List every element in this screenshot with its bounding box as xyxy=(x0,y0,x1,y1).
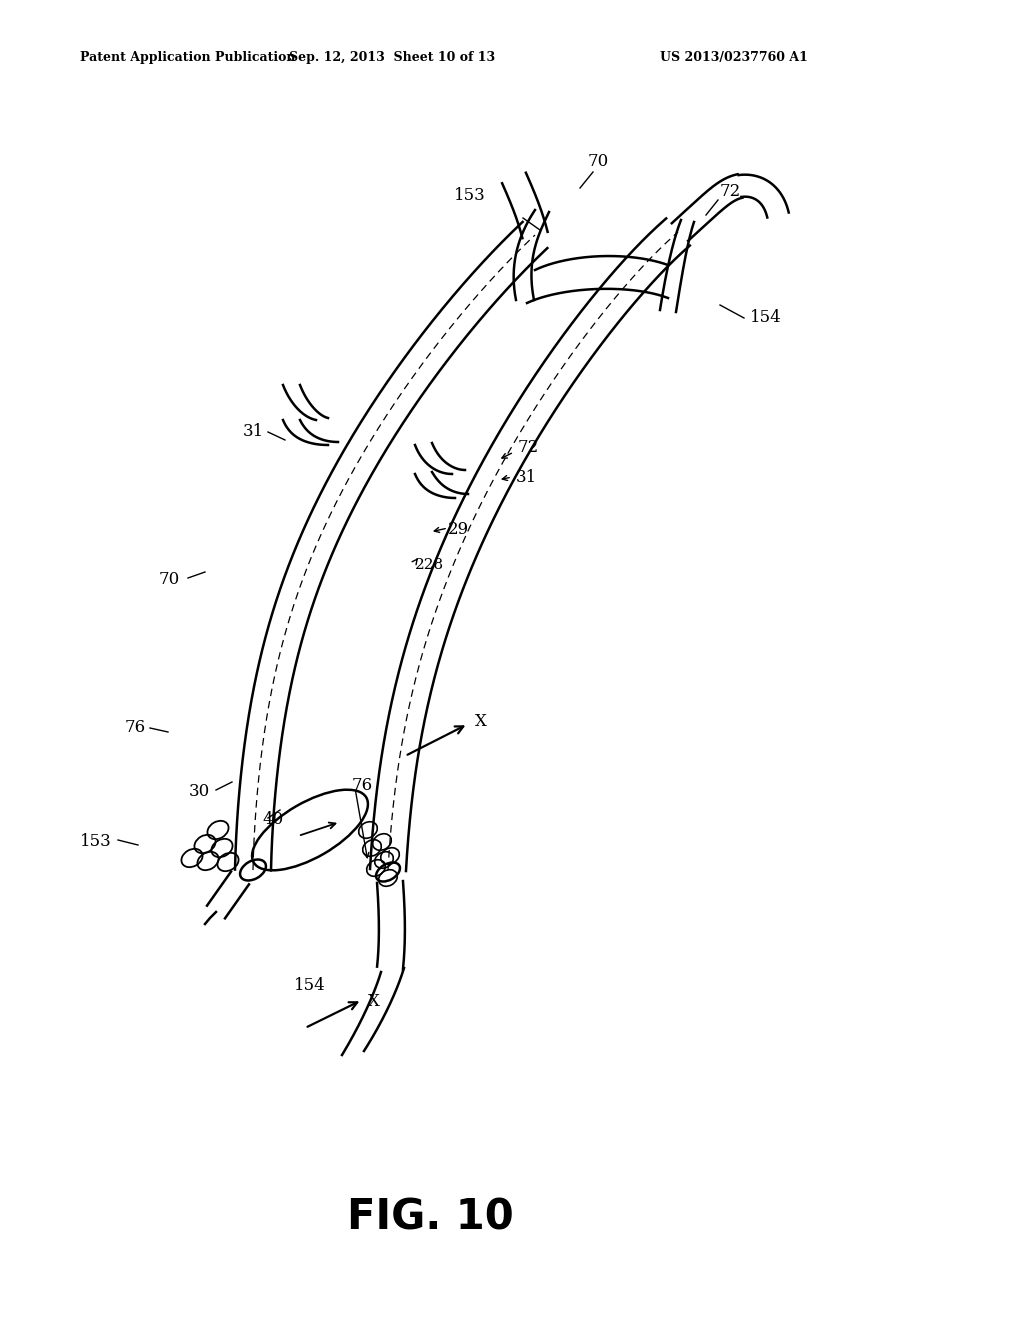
Text: FIG. 10: FIG. 10 xyxy=(347,1197,513,1239)
Text: 72: 72 xyxy=(720,183,740,201)
Text: 30: 30 xyxy=(188,784,210,800)
Text: 228: 228 xyxy=(415,558,444,572)
Text: 72: 72 xyxy=(518,440,540,457)
Text: 76: 76 xyxy=(125,719,146,737)
Text: 29: 29 xyxy=(449,521,469,539)
Text: 31: 31 xyxy=(243,424,264,441)
Text: 153: 153 xyxy=(455,186,486,203)
Text: 153: 153 xyxy=(80,833,112,850)
Text: X: X xyxy=(475,714,486,730)
Text: Patent Application Publication: Patent Application Publication xyxy=(80,51,296,65)
Text: 31: 31 xyxy=(516,470,538,487)
Text: 154: 154 xyxy=(750,309,781,326)
Text: 154: 154 xyxy=(294,977,326,994)
Text: 40: 40 xyxy=(262,812,284,829)
Text: 76: 76 xyxy=(352,776,373,793)
Text: 70: 70 xyxy=(588,153,608,170)
Text: 70: 70 xyxy=(159,572,180,589)
Text: Sep. 12, 2013  Sheet 10 of 13: Sep. 12, 2013 Sheet 10 of 13 xyxy=(289,51,495,65)
Text: US 2013/0237760 A1: US 2013/0237760 A1 xyxy=(660,51,808,65)
Text: X: X xyxy=(368,994,380,1011)
